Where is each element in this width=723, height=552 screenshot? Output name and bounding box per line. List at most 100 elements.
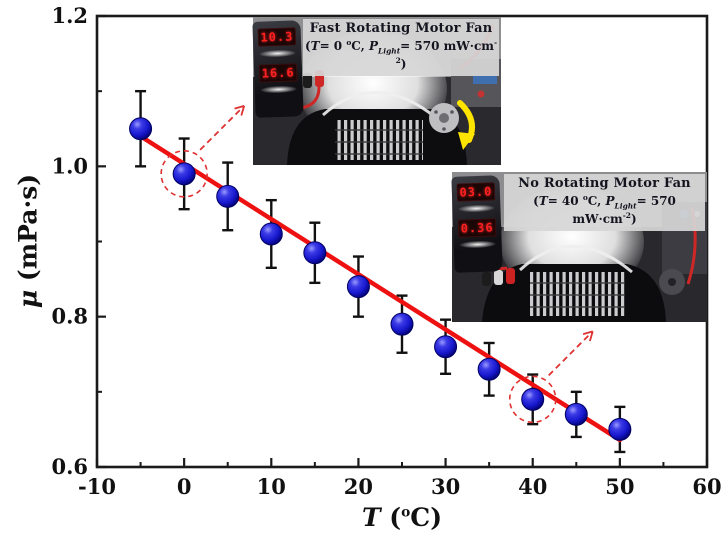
annotations	[160, 104, 594, 424]
y-axis-ticks	[97, 14, 106, 469]
x-tick-label: 10	[257, 474, 286, 499]
inset-caption-no-fan: No Rotating Motor Fan (T= 40 oC, PLight=…	[504, 174, 705, 231]
inset-conditions: (T= 40 oC, PLight= 570 mW·cm-2)	[505, 193, 704, 228]
x-tick-label: -10	[78, 474, 116, 499]
meter-reading-bottom: 16.6	[258, 63, 298, 83]
cond-subscript-light: Light	[378, 46, 401, 56]
x-axis-open: (	[380, 503, 402, 532]
x-tick-label: 50	[605, 474, 634, 499]
cond-symbol-P: P	[605, 193, 615, 208]
annotation-arrowhead	[240, 105, 246, 116]
cond-open: (	[533, 193, 539, 208]
inset-title: No Rotating Motor Fan	[518, 176, 691, 191]
inset-title: Fast Rotating Motor Fan	[309, 21, 493, 36]
x-axis-ticks	[95, 458, 709, 467]
cond-temperature: = 0	[319, 38, 347, 53]
cond-open: (	[304, 38, 311, 53]
heatsink-line	[530, 282, 625, 284]
annotation-arrowhead	[582, 330, 593, 336]
sample-arc	[518, 245, 633, 274]
fan-bolt	[450, 110, 454, 114]
cond-symbol-T: T	[538, 193, 548, 208]
data-point	[390, 312, 414, 336]
cond-power-value: = 570 mW·cm	[400, 38, 494, 53]
heatsink-line	[530, 294, 625, 296]
x-axis-degree-mark: o	[401, 504, 411, 521]
annotation-arrow	[199, 105, 245, 151]
temperature-meter: 03.0 0.36	[451, 175, 503, 273]
cond-degree-mark: o	[582, 192, 588, 202]
x-axis-unit: C)	[410, 503, 443, 532]
annotation-arrowhead	[589, 331, 594, 342]
power-display	[473, 75, 497, 84]
x-tick-label: 40	[518, 474, 547, 499]
data-point	[521, 387, 545, 411]
cond-symbol-T: T	[310, 38, 320, 53]
meter-highlight	[260, 85, 297, 94]
heatsink-line	[530, 306, 625, 308]
y-axis-symbol: μ	[13, 289, 43, 309]
data-point	[434, 335, 458, 359]
x-axis-tick-labels: -10 0 10 20 30 40 50 60	[78, 474, 722, 499]
cond-unit: C,	[351, 38, 369, 53]
inset-no-fan: 03.0 0.36 No Rotating Motor Fan (T= 40 o…	[451, 172, 707, 322]
inset-conditions: (T= 0 oC, PLight= 570 mW·cm-2)	[304, 38, 498, 73]
cond-power-value: = 570 mW·cm	[572, 193, 676, 226]
highlight-circle	[160, 150, 208, 198]
clip-white	[494, 270, 503, 285]
x-tick-label: 0	[177, 474, 192, 499]
inset-fast-fan: 10.3 16.6 Fast Rotating Motor Fan (T= 0 …	[252, 17, 501, 165]
clip-red	[506, 268, 515, 284]
rotation-arrowhead-icon	[458, 132, 475, 150]
data-point	[477, 357, 501, 381]
x-tick-label: 30	[431, 474, 460, 499]
heatsink-line	[335, 153, 423, 155]
data-point	[129, 117, 153, 141]
meter-reading-top: 03.0	[456, 182, 496, 202]
fan-bolt	[442, 127, 446, 131]
meter-highlight	[259, 49, 296, 58]
x-axis-symbol: T	[361, 503, 381, 532]
data-point	[259, 222, 283, 246]
heatsink-line	[335, 141, 423, 143]
y-tick-label: 0.6	[51, 454, 88, 479]
y-tick-label: 0.8	[51, 304, 88, 329]
highlight-circle	[508, 375, 557, 424]
fan-hub	[439, 113, 449, 123]
annotation-arrowhead	[234, 104, 245, 110]
clip-black	[303, 73, 312, 88]
cond-power-exponent: -2	[395, 37, 498, 65]
data-points	[129, 117, 632, 441]
fan-hub	[668, 278, 676, 286]
meter-highlight	[459, 240, 496, 249]
data-point	[564, 402, 588, 426]
data-point	[608, 417, 632, 441]
cond-subscript-light: Light	[614, 201, 637, 211]
cond-close: )	[400, 56, 407, 71]
cond-close: )	[630, 211, 637, 226]
cond-symbol-P: P	[369, 38, 379, 53]
meter-reading-top: 10.3	[257, 27, 297, 47]
cond-unit: C,	[587, 193, 606, 208]
data-point	[303, 241, 327, 265]
y-axis-tick-labels: 1.2 1.0 0.8 0.6	[51, 3, 88, 479]
fit-line	[138, 134, 623, 443]
cond-degree-mark: o	[346, 37, 352, 47]
meter-reading-bottom: 0.36	[457, 218, 497, 238]
y-axis-unit: (mPa·s)	[13, 173, 43, 290]
y-tick-label: 1.2	[51, 3, 88, 28]
y-tick-label: 1.0	[51, 153, 88, 178]
data-point	[172, 162, 196, 186]
temperature-meter: 10.3 16.6	[252, 20, 304, 118]
x-tick-label: 20	[344, 474, 373, 499]
fan-bolt	[434, 110, 438, 114]
cond-temperature: = 40	[547, 193, 583, 208]
x-tick-label: 60	[692, 474, 721, 499]
clip-black	[482, 272, 491, 286]
heatsink-line	[335, 129, 423, 131]
y-axis-label: μ (mPa·s)	[14, 174, 43, 308]
annotation-arrow	[548, 330, 594, 376]
x-axis-label: T (oC)	[97, 503, 707, 532]
